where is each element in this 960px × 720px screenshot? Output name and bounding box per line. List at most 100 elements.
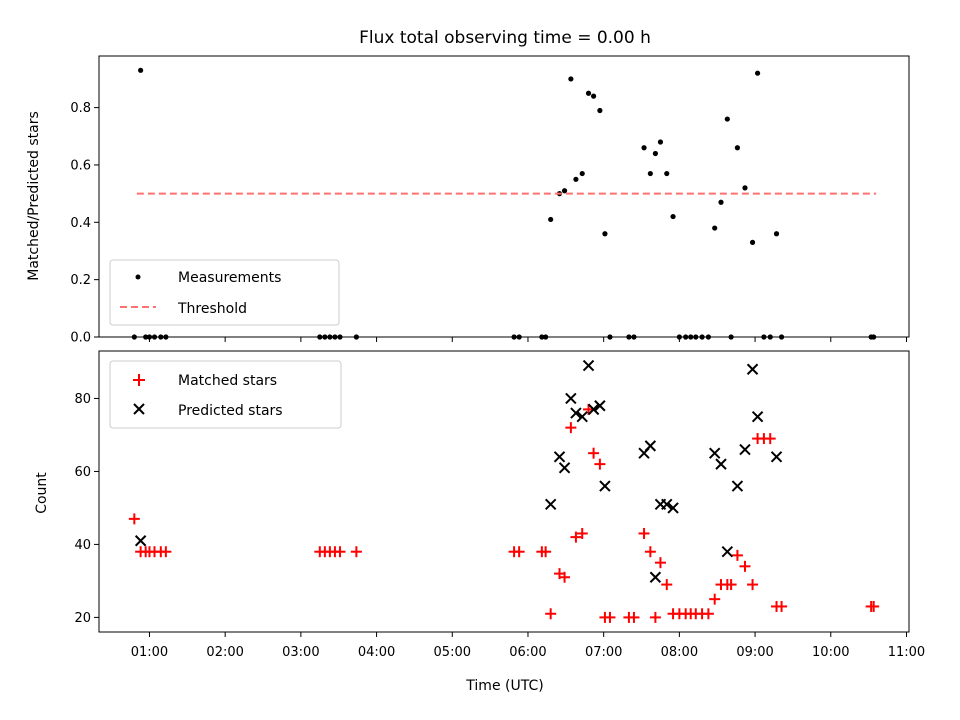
matched-star-point [654,557,666,569]
ratio-axes-frame [98,55,910,338]
ratio-y-ticks: 0.0 0.2 0.4 0.6 0.8 [70,101,99,346]
count-y-axis-label: Count [34,472,50,514]
predicted-star-point [565,392,577,405]
matched-star-point [702,608,714,620]
count-y-ticks: 20 40 60 80 [74,392,99,626]
predicted-star-point [708,447,721,459]
predicted-star-point [134,535,147,547]
matched-star-point [540,546,552,558]
measurement-point [749,239,756,245]
y-tick-label: 60 [74,465,91,480]
matched-star-point [638,527,650,539]
measurement-point [664,170,670,177]
count-axes-frame [98,350,910,633]
measurement-point [579,170,585,177]
measurement-point [647,170,653,177]
measurement-point [724,116,730,122]
legend-threshold-label: Threshold [177,301,247,317]
x-tick-label: 08:00 [661,645,698,660]
measurement-point [718,199,724,205]
predicted-star-point [731,480,744,492]
matched-star-point [604,611,616,623]
measurement-point [548,216,554,223]
ratio-legend: Measurements Threshold [109,259,340,326]
measurement-point [602,231,608,237]
count-points [128,359,880,623]
x-tick-label: 02:00 [206,645,243,660]
predicted-star-point [582,359,595,372]
y-tick-label: 0.8 [70,101,91,116]
matched-star-point [570,531,582,543]
matched-star-point [731,549,743,561]
measurement-point [597,107,603,114]
chart-title: Flux total observing time = 0.00 h [359,28,651,48]
measurement-point [657,139,664,145]
matched-star-point [868,600,880,612]
matched-star-point [588,447,600,459]
measurement-point [742,185,748,191]
predicted-star-point [576,410,588,423]
predicted-star-point [715,458,727,470]
x-tick-label: 01:00 [131,645,168,660]
predicted-star-point [649,571,662,583]
count-legend-box [109,360,342,429]
measurement-point [773,231,780,237]
measurement-point [754,70,761,76]
legend-measurements-label: Measurements [178,270,281,286]
legend-measurements-marker [135,274,141,280]
y-tick-label: 0.2 [70,273,91,288]
measurement-point [712,225,718,231]
y-tick-label: 0.6 [70,158,91,173]
ratio-y-axis-label: Matched/Predicted stars [26,111,42,281]
predicted-star-point [558,462,571,474]
predicted-star-point [770,451,783,463]
measurement-point [561,188,568,194]
matched-star-point [350,546,362,558]
x-tick-label: 09:00 [736,645,773,660]
x-tick-label: 11:00 [888,645,925,660]
predicted-star-point [599,480,611,492]
matched-star-point [628,611,640,623]
measurement-point [568,76,574,82]
x-tick-label: 07:00 [585,645,622,660]
matched-star-point [128,513,140,525]
x-tick-label: 04:00 [358,645,395,660]
matched-star-point [576,527,588,539]
matched-star-point [644,546,656,558]
predicted-star-point [644,440,657,452]
matched-star-point [559,571,571,583]
ratio-panel: 0.00.20.40.60.8 Matched/Predicted stars … [26,55,910,346]
legend-matched-marker [133,374,145,386]
ratio-x-ticks [148,337,907,342]
predicted-star-point [587,403,600,416]
predicted-star-point [570,407,582,419]
measurement-point [585,90,592,96]
predicted-star-point [661,498,673,510]
y-tick-label: 0.0 [70,331,91,346]
measurement-point [573,176,579,182]
matched-star-point [160,546,172,558]
predicted-star-point [667,502,679,514]
matched-star-point [776,600,788,612]
predicted-star-point [739,443,751,456]
matched-star-point [709,593,721,605]
count-legend: Matched stars Predicted stars [109,360,342,429]
matched-star-point [725,579,737,591]
ratio-legend-box [109,259,340,326]
y-tick-label: 40 [74,538,91,553]
matched-star-point [334,546,346,558]
matched-star-point [565,422,577,434]
matched-star-point [661,579,673,591]
predicted-star-point [544,498,557,510]
legend-matched-label: Matched stars [178,373,277,389]
count-x-ticks: 01:00 02:00 03:00 04:00 05:00 06:00 07:00 08:00… [131,632,925,660]
measurement-point [138,67,144,73]
predicted-star-point [553,451,566,463]
measurement-point [734,145,741,151]
matched-star-point [594,458,606,470]
matched-star-point [747,579,759,591]
legend-predicted-label: Predicted stars [178,403,283,419]
matched-star-point [739,560,751,572]
measurement-point [670,213,676,220]
